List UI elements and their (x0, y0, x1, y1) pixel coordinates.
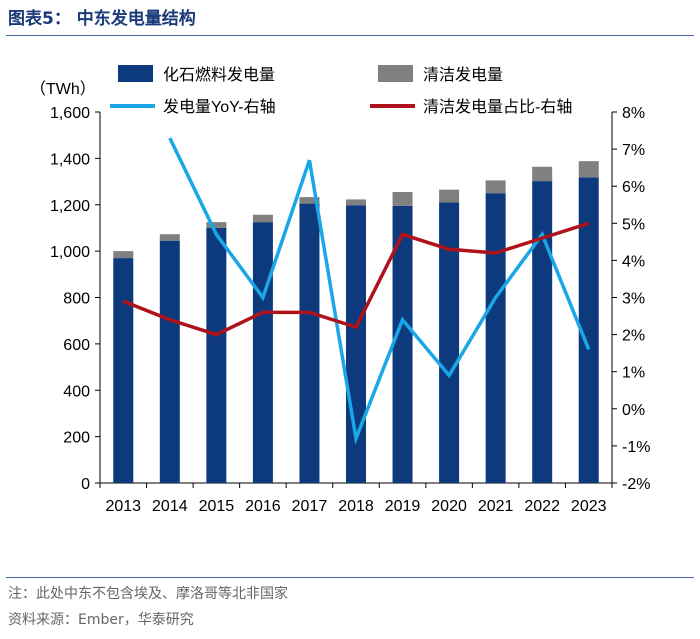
legend-swatch (118, 65, 153, 82)
x-tick-label: 2016 (245, 498, 281, 515)
legend-swatch (378, 65, 413, 82)
y-left-tick-label: 1,600 (50, 105, 90, 122)
bar-clean (299, 197, 320, 204)
x-tick-label: 2022 (524, 498, 560, 515)
y-left-tick-label: 1,400 (50, 151, 90, 168)
y-right-tick-label: 8% (622, 105, 645, 122)
x-tick-label: 2023 (571, 498, 607, 515)
y-left-tick-label: 1,000 (50, 244, 90, 261)
y-left-tick-label: 600 (63, 337, 90, 354)
footnote-source: 资料来源：Ember，华泰研究 (8, 612, 194, 628)
bar-fossil (252, 222, 273, 483)
y-right-tick-label: 6% (622, 179, 645, 196)
x-tick-label: 2019 (385, 498, 421, 515)
x-tick-label: 2020 (431, 498, 467, 515)
bar-fossil (159, 240, 180, 483)
x-tick-label: 2021 (478, 498, 514, 515)
bar-fossil (113, 258, 134, 483)
y-right-tick-label: -2% (622, 476, 650, 493)
bar-fossil (299, 203, 320, 483)
x-tick-label: 2013 (105, 498, 141, 515)
y-left-unit-label: （TWh） (30, 80, 96, 98)
bar-clean (485, 180, 506, 194)
x-tick-label: 2018 (338, 498, 374, 515)
bar-clean (346, 199, 366, 206)
y-right-tick-label: 0% (622, 402, 645, 419)
legend-label: 发电量YoY-右轴 (163, 98, 276, 116)
bar-clean (578, 161, 599, 178)
y-left-tick-label: 1,200 (50, 198, 90, 215)
y-right-tick-label: 2% (622, 328, 645, 345)
line-clean-share (122, 221, 590, 337)
bar-fossil (392, 205, 413, 484)
y-left-tick-label: 400 (63, 383, 90, 400)
y-right-tick-label: 7% (622, 142, 645, 159)
y-right-tick-label: 3% (622, 291, 645, 308)
y-left-tick-label: 0 (81, 476, 90, 493)
bar-clean (159, 234, 180, 241)
footnote-note: 注：此处中东不包含埃及、摩洛哥等北非国家 (8, 586, 288, 602)
bar-clean (252, 214, 273, 223)
bar-fossil (439, 202, 460, 483)
page-title: 图表5： 中东发电量结构 (8, 9, 196, 29)
bar-fossil (532, 181, 553, 483)
bar-clean (532, 166, 553, 182)
y-right-tick-label: 5% (622, 216, 645, 233)
footer-divider (6, 577, 694, 578)
bar-fossil (485, 193, 506, 483)
bar-clean (439, 189, 460, 203)
x-tick-label: 2015 (199, 498, 235, 515)
bar-clean (113, 251, 134, 259)
y-right-tick-label: 1% (622, 365, 645, 382)
x-tick-label: 2014 (152, 498, 188, 515)
legend-label: 清洁发电量占比-右轴 (423, 98, 572, 116)
title-divider (6, 35, 694, 36)
legend-label: 清洁发电量 (423, 66, 503, 84)
x-tick-label: 2017 (292, 498, 328, 515)
y-right-tick-label: 4% (622, 253, 645, 270)
y-right-tick-label: -1% (622, 439, 650, 456)
bar-fossil (578, 177, 599, 484)
bar-fossil (206, 227, 227, 483)
chart: 0 200 400 600 800 1,000 1,200 1,400 1,600 -2% -1% 0… (30, 65, 650, 515)
y-left-tick-label: 800 (63, 291, 90, 308)
y-left-tick-label: 200 (63, 430, 90, 447)
bar-clean (206, 222, 227, 228)
bar-clean (392, 191, 413, 206)
legend-label: 化石燃料发电量 (163, 66, 275, 84)
line-yoy (168, 137, 591, 446)
